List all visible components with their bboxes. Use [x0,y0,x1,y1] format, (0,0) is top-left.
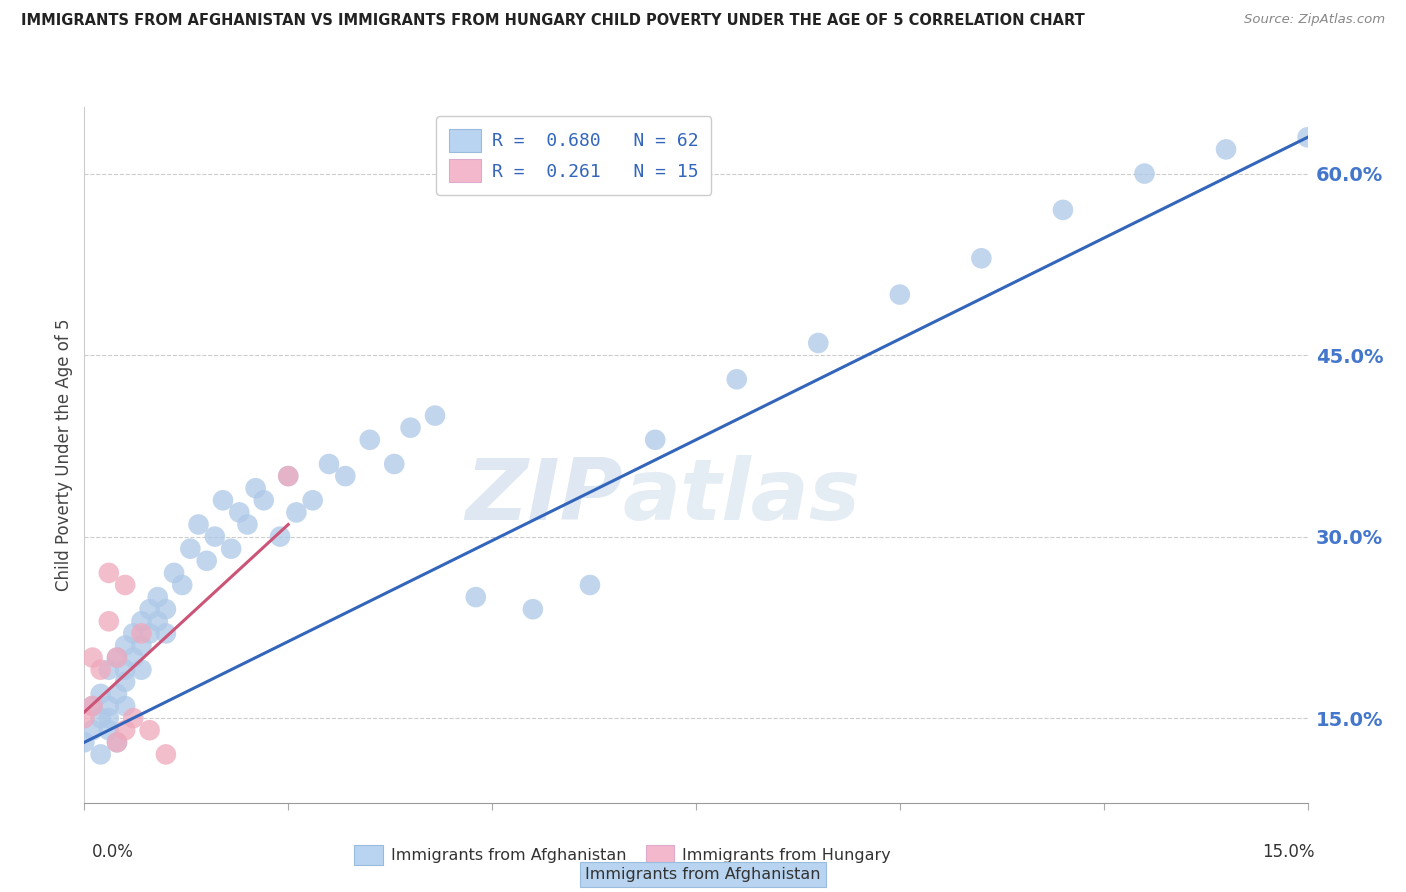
Point [269,530,291,544]
Point [522,602,544,616]
Point [245,481,267,495]
Point [138,723,160,738]
Point [889,287,911,301]
Point [105,650,128,665]
Point [204,530,226,544]
Point [82,650,104,665]
Point [105,687,128,701]
Point [423,409,446,423]
Y-axis label: Child Poverty Under the Age of 5: Child Poverty Under the Age of 5 [55,318,73,591]
Point [285,505,308,519]
Point [97,723,120,738]
Point [114,663,136,677]
Point [114,578,136,592]
Point [382,457,405,471]
Point [73,735,96,749]
Point [1133,167,1156,181]
Point [114,723,136,738]
Point [97,663,120,677]
Point [138,602,160,616]
Point [301,493,323,508]
Point [97,566,120,580]
Point [90,687,112,701]
Point [155,626,177,640]
Point [579,578,602,592]
Point [1296,130,1319,145]
Point [155,602,177,616]
Point [114,698,136,713]
Point [146,615,169,629]
Point [73,711,96,725]
Point [464,590,486,604]
Legend: Immigrants from Afghanistan, Immigrants from Hungary: Immigrants from Afghanistan, Immigrants … [347,839,897,871]
Point [90,747,112,762]
Point [277,469,299,483]
Point [1215,142,1237,156]
Point [105,735,128,749]
Text: IMMIGRANTS FROM AFGHANISTAN VS IMMIGRANTS FROM HUNGARY CHILD POVERTY UNDER THE A: IMMIGRANTS FROM AFGHANISTAN VS IMMIGRANT… [21,13,1085,29]
Point [105,650,128,665]
Point [187,517,209,532]
Point [90,711,112,725]
Point [970,252,993,266]
Text: Source: ZipAtlas.com: Source: ZipAtlas.com [1244,13,1385,27]
Point [399,420,422,434]
Point [172,578,194,592]
Point [163,566,186,580]
Point [122,626,145,640]
Point [807,336,830,351]
Point [114,639,136,653]
Point [359,433,381,447]
Point [97,698,120,713]
Point [82,698,104,713]
Point [97,615,120,629]
Point [131,663,153,677]
Point [82,698,104,713]
Point [122,711,145,725]
Text: 0.0%: 0.0% [91,843,134,861]
Point [725,372,748,386]
Point [90,663,112,677]
Point [105,735,128,749]
Point [179,541,201,556]
Point [1052,202,1074,217]
Point [138,626,160,640]
Point [131,626,153,640]
Text: ZIP: ZIP [465,455,623,538]
Point [97,711,120,725]
Point [146,590,169,604]
Point [195,554,218,568]
Point [122,650,145,665]
Point [212,493,235,508]
Point [131,639,153,653]
Point [228,505,250,519]
Point [277,469,299,483]
Point [335,469,357,483]
Text: Immigrants from Afghanistan: Immigrants from Afghanistan [585,867,821,882]
Point [82,723,104,738]
Text: atlas: atlas [623,455,860,538]
Point [131,615,153,629]
Point [253,493,276,508]
Text: 15.0%: 15.0% [1263,843,1315,861]
Point [644,433,666,447]
Point [219,541,242,556]
Point [114,674,136,689]
Point [236,517,259,532]
Point [318,457,340,471]
Point [155,747,177,762]
